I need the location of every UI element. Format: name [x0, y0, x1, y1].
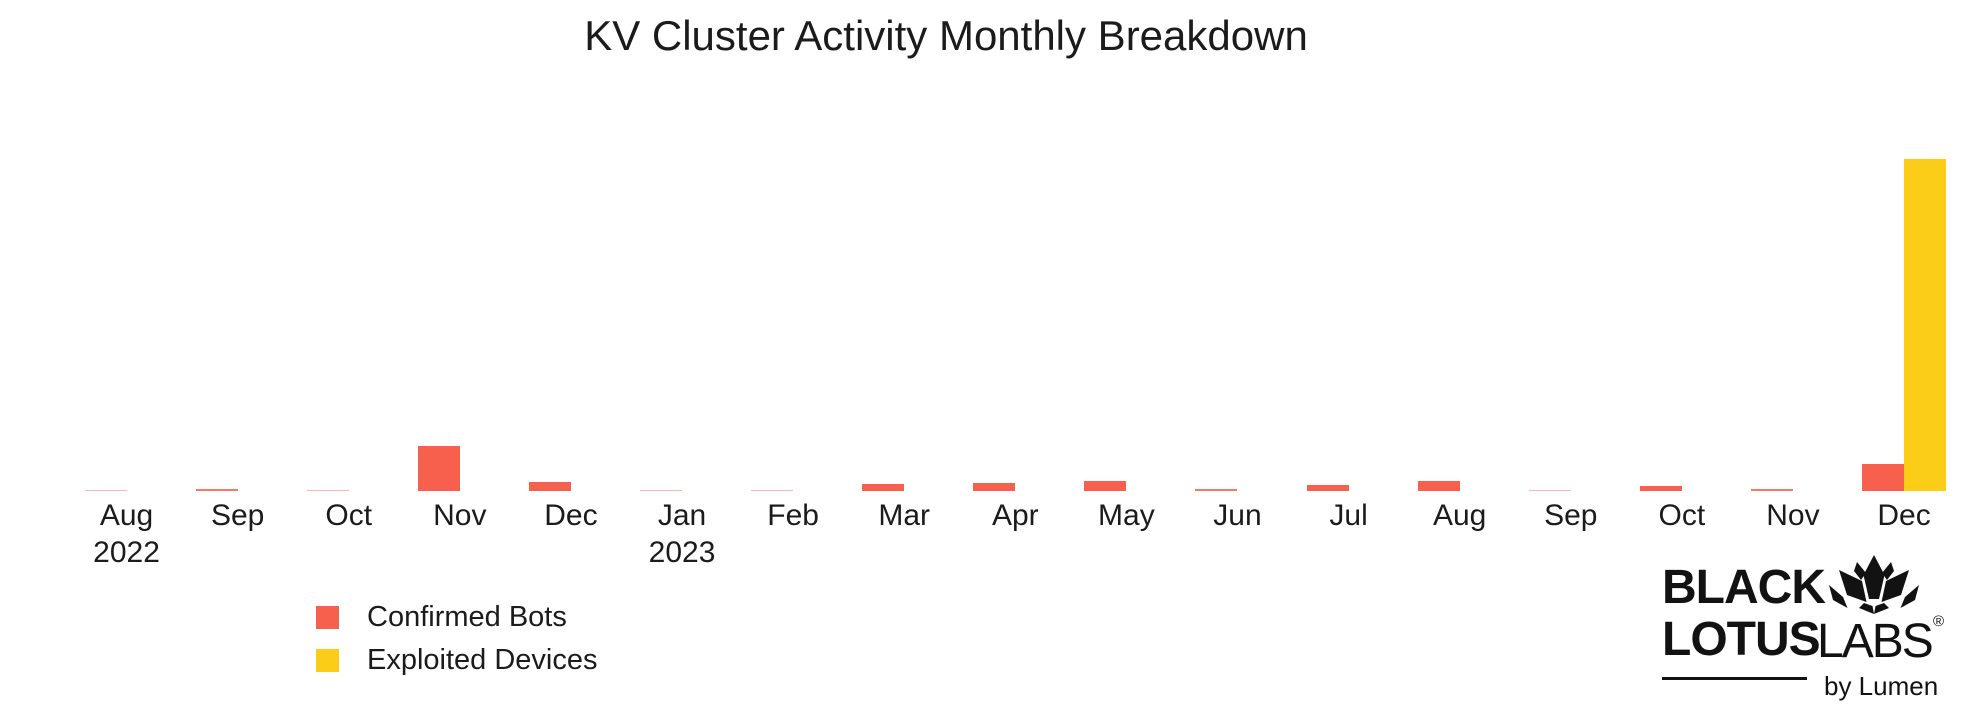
x-axis-month-label: Nov	[1766, 499, 1820, 532]
logo-underline	[1662, 677, 1807, 680]
month-group-dec-16: Dec	[1849, 111, 1960, 569]
month-group-apr-8: Apr	[960, 111, 1071, 569]
bar-confirmed-bots-oct-2	[306, 490, 349, 491]
bar-confirmed-bots-nov-15	[1750, 489, 1793, 491]
x-axis-month-label: Jan	[657, 499, 707, 532]
legend-item-exploited-devices: Exploited Devices	[316, 644, 598, 676]
bar-confirmed-bots-sep-1	[195, 489, 238, 491]
x-axis-month-label: Oct	[1658, 499, 1706, 532]
legend: Confirmed Bots Exploited Devices	[316, 601, 598, 692]
month-group-feb-6: Feb	[738, 111, 849, 569]
exploited-devices-swatch	[316, 649, 339, 672]
month-group-nov-3: Nov	[404, 111, 515, 569]
month-group-mar-7: Mar	[849, 111, 960, 569]
x-axis-year-label: 2022	[93, 536, 160, 569]
month-group-aug-12: Aug	[1404, 111, 1515, 569]
logo-word-black: BLACK	[1662, 561, 1826, 614]
month-group-jan-5: Jan 2023	[626, 111, 737, 569]
bar-confirmed-bots-feb-6	[751, 489, 794, 491]
legend-label: Exploited Devices	[367, 644, 598, 676]
lotus-icon	[1829, 555, 1919, 614]
bar-chart: Aug 2022 Sep Oct Nov Dec Jan 2023 Feb Mar Apr May Ju…	[71, 111, 1960, 569]
x-axis-month-label: Aug	[1432, 499, 1487, 532]
x-axis-month-label: Oct	[325, 499, 373, 532]
registered-trademark-icon: ®	[1933, 613, 1945, 630]
x-axis-month-label: Mar	[878, 499, 931, 532]
bar-confirmed-bots-dec-16	[1862, 464, 1905, 491]
x-axis-month-label: Aug	[99, 499, 154, 532]
legend-label: Confirmed Bots	[367, 601, 567, 633]
x-axis-month-label: Dec	[544, 499, 598, 532]
page-title: KV Cluster Activity Monthly Breakdown	[584, 12, 1308, 59]
bar-confirmed-bots-sep-13	[1528, 490, 1571, 491]
black-lotus-labs-logo: BLACK LOTUS LABS ® by Lumen	[1655, 555, 1955, 705]
month-group-nov-15: Nov	[1737, 111, 1848, 569]
bar-exploited-devices-dec-16	[1904, 159, 1947, 491]
x-axis-month-label: Apr	[991, 499, 1039, 532]
month-group-oct-2: Oct	[293, 111, 404, 569]
bar-confirmed-bots-aug-12	[1417, 481, 1460, 491]
x-axis-month-label: Jun	[1213, 499, 1262, 532]
bar-confirmed-bots-may-9	[1084, 481, 1127, 491]
month-group-dec-4: Dec	[515, 111, 626, 569]
x-axis-month-label: Nov	[433, 499, 487, 532]
x-axis-month-label: Sep	[1544, 499, 1598, 532]
bar-confirmed-bots-mar-7	[862, 484, 905, 491]
bar-confirmed-bots-apr-8	[973, 483, 1016, 491]
x-axis-month-label: Feb	[767, 499, 819, 532]
x-axis-year-label: 2023	[648, 536, 716, 569]
bar-confirmed-bots-jun-10	[1195, 489, 1238, 491]
month-group-oct-14: Oct	[1626, 111, 1737, 569]
bar-confirmed-bots-oct-14	[1639, 486, 1682, 491]
logo-tagline: by Lumen	[1824, 671, 1939, 701]
month-group-sep-1: Sep	[182, 111, 293, 569]
bar-confirmed-bots-nov-3	[417, 446, 460, 491]
x-axis-month-label: Jul	[1329, 499, 1368, 532]
bar-confirmed-bots-aug-0	[84, 490, 127, 491]
bar-confirmed-bots-dec-4	[528, 482, 571, 491]
x-axis-month-label: Dec	[1877, 499, 1931, 532]
month-group-jun-10: Jun	[1182, 111, 1293, 569]
logo-word-lotus: LOTUS	[1662, 613, 1821, 666]
confirmed-bots-swatch	[316, 606, 339, 629]
legend-item-confirmed-bots: Confirmed Bots	[316, 601, 598, 633]
bar-confirmed-bots-jan-5	[640, 490, 683, 491]
x-axis-month-label: Sep	[210, 499, 265, 532]
month-group-aug-0: Aug 2022	[71, 111, 182, 569]
month-group-jul-11: Jul	[1293, 111, 1404, 569]
bar-confirmed-bots-jul-11	[1306, 485, 1349, 491]
logo-word-labs: LABS	[1817, 615, 1934, 668]
x-axis-month-label: May	[1098, 499, 1155, 532]
month-group-may-9: May	[1071, 111, 1182, 569]
month-group-sep-13: Sep	[1515, 111, 1626, 569]
